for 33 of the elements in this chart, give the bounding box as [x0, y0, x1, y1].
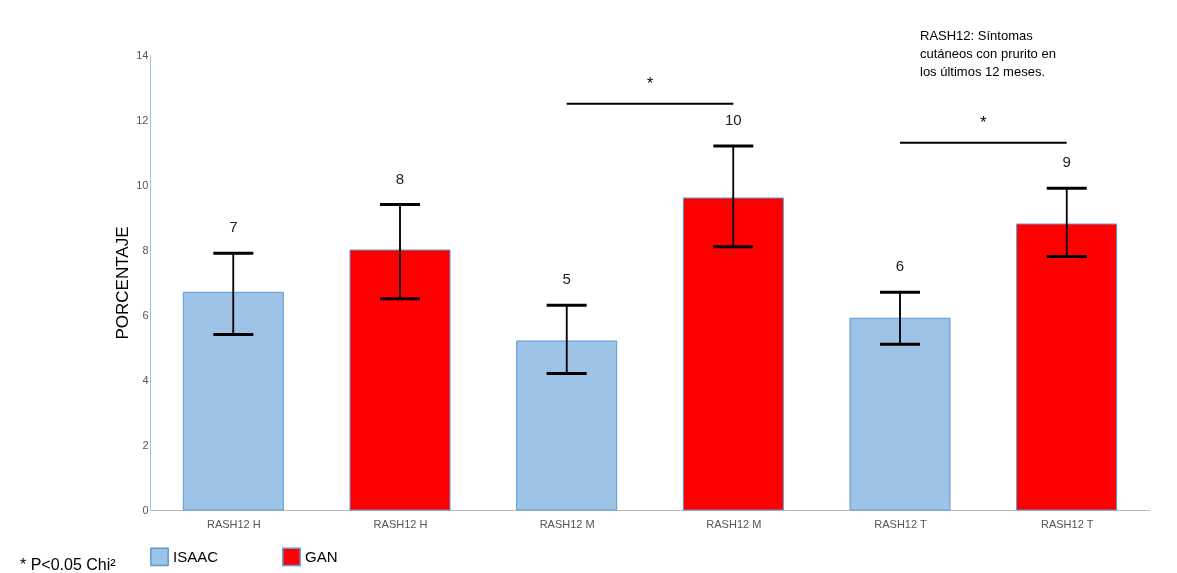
x-tick-label: RASH12 T [1040, 517, 1094, 530]
data-label: 9 [1062, 153, 1071, 171]
x-tick-label: RASH12 M [706, 517, 762, 530]
data-label: 5 [562, 270, 571, 288]
y-tick-label: 2 [142, 438, 149, 451]
y-tick-label: 0 [142, 503, 149, 516]
annotation: * [646, 74, 654, 92]
y-tick-label: 6 [142, 308, 149, 321]
x-tick-label: RASH12 H [373, 517, 428, 530]
bar [182, 291, 284, 511]
annotation: * [980, 113, 987, 131]
y-tick-label: 4 [142, 373, 149, 386]
y-tick-label: 12 [136, 113, 149, 126]
x-tick-label: RASH12 M [539, 517, 595, 530]
data-label: 10 [724, 111, 742, 128]
bar [849, 317, 951, 511]
legend-label: GAN [305, 547, 338, 565]
x-tick-label: RASH12 H [206, 517, 261, 530]
y-tick-label: 8 [142, 243, 149, 256]
x-tick-label: RASH12 T [874, 517, 927, 530]
data-label: 7 [229, 218, 238, 236]
bar [682, 197, 784, 511]
data-label: 8 [395, 169, 405, 187]
bar [1016, 223, 1118, 511]
y-axis-title: PORCENTAJE [113, 226, 133, 340]
bar [516, 340, 618, 511]
data-label: 6 [895, 257, 905, 275]
text: * P<0.05 Chi² [20, 556, 117, 573]
legend-label: ISAAC [173, 547, 219, 565]
bar [349, 249, 451, 511]
annotation: RASH12: Síntomas cutáneos con prurito en los últimos 12 meses. [920, 28, 1056, 79]
y-tick-label: 10 [136, 178, 149, 191]
y-tick-label: 14 [136, 48, 149, 61]
